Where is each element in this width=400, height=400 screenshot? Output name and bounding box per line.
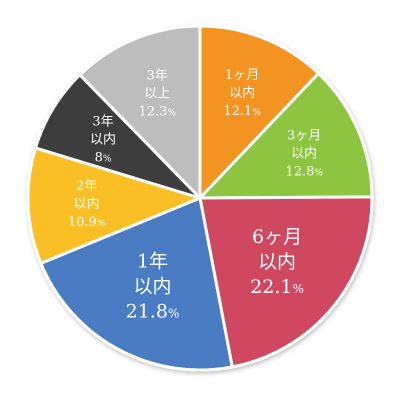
slice-value-label: 12.3% bbox=[138, 104, 176, 119]
slice-category-label: 以内 bbox=[133, 275, 171, 297]
pie-slice-1 bbox=[196, 71, 374, 200]
slice-category-label: 6ヶ月 bbox=[252, 226, 302, 248]
slice-value-unit: % bbox=[167, 108, 176, 118]
slice-value-label: 12.8% bbox=[285, 164, 323, 179]
slice-category-label: 以内 bbox=[291, 145, 317, 161]
pie-slice-3 bbox=[38, 195, 234, 372]
slice-value-unit: % bbox=[293, 282, 304, 296]
slice-category-label: 3年 bbox=[92, 115, 113, 130]
slice-category-label: 以内 bbox=[258, 251, 296, 273]
slice-value-label: 10.9% bbox=[68, 215, 106, 230]
slice-category-label: 2年 bbox=[76, 179, 97, 194]
slice-value-label: 22.1% bbox=[250, 276, 304, 298]
slice-category-label: 1ヶ月 bbox=[225, 68, 259, 83]
slice-category-label: 以内 bbox=[90, 132, 116, 148]
pie-slice-0 bbox=[198, 24, 321, 202]
slice-value-unit: % bbox=[103, 155, 112, 165]
slice-value-unit: % bbox=[168, 306, 179, 320]
pie-slice-2 bbox=[198, 195, 374, 369]
slice-value-label: 12.1% bbox=[223, 104, 261, 119]
slice-category-label: 以内 bbox=[74, 196, 100, 212]
slice-category-label: 以内 bbox=[229, 85, 255, 101]
pie-slice-4 bbox=[26, 146, 205, 266]
slice-value-unit: % bbox=[314, 168, 323, 178]
slice-value-label: 8% bbox=[95, 151, 112, 166]
slice-category-label: 1年 bbox=[137, 250, 168, 272]
slice-value-label: 21.8% bbox=[126, 300, 180, 322]
pie-slice-6 bbox=[77, 24, 202, 202]
slice-category-label: 以上 bbox=[144, 86, 170, 101]
slice-value-unit: % bbox=[252, 108, 261, 118]
slice-value-unit: % bbox=[97, 219, 106, 229]
slice-category-label: 3ヶ月 bbox=[287, 128, 321, 143]
slice-category-label: 3年 bbox=[147, 68, 168, 83]
